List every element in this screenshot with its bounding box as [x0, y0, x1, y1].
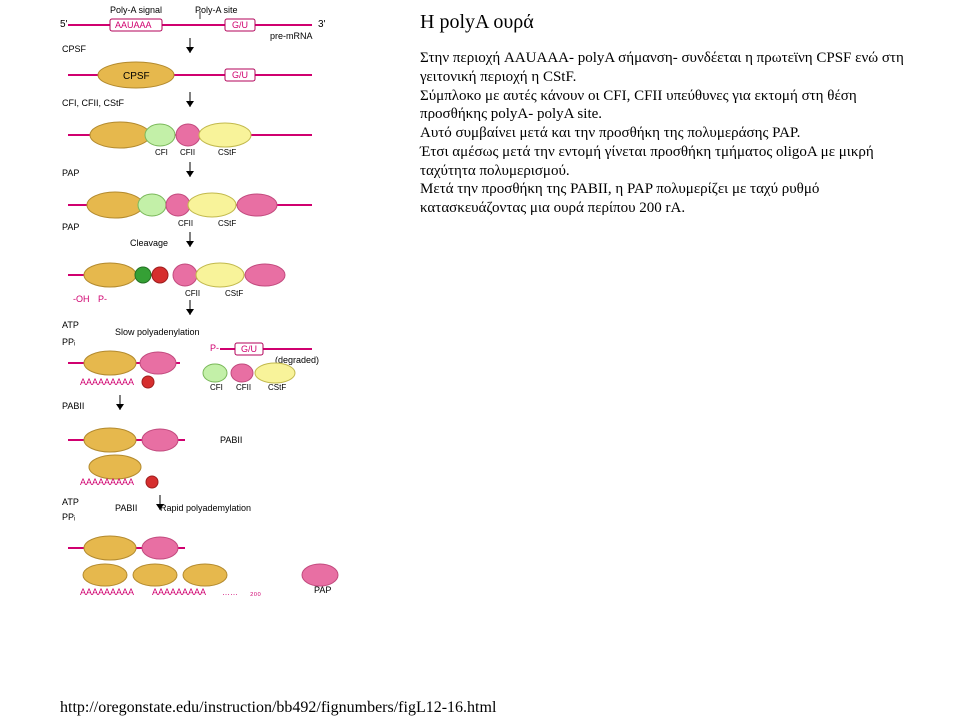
svg-text:AAAAAAAAA: AAAAAAAAA [80, 587, 134, 597]
cfii-oval [176, 124, 200, 146]
svg-text:PAP: PAP [62, 222, 79, 232]
cfi-oval [145, 124, 175, 146]
polyA-site-label: Poly-A site [195, 5, 238, 15]
small-red [152, 267, 168, 283]
pap-label: PAP [62, 168, 79, 178]
paragraph-4: Έτσι αμέσως μετά την εντομή γίνεται προσ… [420, 143, 920, 181]
stage-4: CFII CStF PAP Cleavage [62, 192, 312, 248]
svg-text:CStF: CStF [218, 219, 236, 228]
text-column: Η polyA ουρά Στην περιοχή AAUAAA- polyA … [420, 10, 920, 218]
rapid-label: Rapid polyademylation [160, 503, 251, 513]
svg-text:PAP: PAP [314, 585, 331, 595]
stage-5: CFII CStF -OH P- [68, 263, 285, 315]
svg-text:CStF: CStF [225, 289, 243, 298]
aaa-short: AAAAAAAAA [80, 377, 134, 387]
page-title: Η polyA ουρά [420, 10, 920, 35]
cpsf-text-2: CPSF [123, 71, 150, 82]
footer-url: http://oregonstate.edu/instruction/bb492… [60, 699, 496, 717]
pre-mrna-label: pre-mRNA [270, 31, 313, 41]
stage-1: 5' 3' Poly-A signal Poly-A site AAUAAA G… [60, 5, 326, 54]
svg-text:P-: P- [210, 343, 219, 353]
pap-end [302, 564, 338, 586]
pabii-label: PABII [62, 401, 84, 411]
svg-text:ATP: ATP [62, 497, 79, 507]
cstf-oval [199, 123, 251, 147]
oh-label: -OH [73, 294, 90, 304]
ppi-label: PPᵢ [62, 337, 75, 347]
body-text: Στην περιοχή AAUAAA- polyA σήμανση- συνδ… [420, 49, 920, 218]
stage-8: PAP AAAAAAAAA AAAAAAAAA …… ₂₀₀ [68, 536, 338, 597]
small-green [135, 267, 151, 283]
pap-oval [237, 194, 277, 216]
svg-text:CFII: CFII [185, 289, 200, 298]
svg-text:PABII: PABII [115, 503, 137, 513]
figure-diagram: 5' 3' Poly-A signal Poly-A site AAUAAA G… [60, 5, 400, 680]
svg-text:CStF: CStF [218, 148, 236, 157]
cpsf-label-1: CPSF [62, 44, 87, 54]
svg-text:PABII: PABII [220, 435, 242, 445]
svg-text:CFI: CFI [210, 383, 223, 392]
p-label: P- [98, 294, 107, 304]
stage-6: ATP PPᵢ Slow polyadenylation P- G/U (deg… [62, 320, 319, 411]
svg-text:CFI: CFI [155, 148, 168, 157]
diagram-svg: 5' 3' Poly-A signal Poly-A site AAUAAA G… [60, 5, 400, 675]
paragraph-2: Σύμπλοκο με αυτές κάνουν οι CFI, CFII υπ… [420, 87, 920, 125]
svg-text:AAAAAAAAA: AAAAAAAAA [80, 477, 134, 487]
stage-2: CPSF G/U CFI, CFII, CStF [62, 62, 312, 108]
paragraph-5: Μετά την προσθήκη της PABII, η PAP πολυμ… [420, 180, 920, 218]
stage-3: CFI CFII CStF PAP [62, 122, 312, 178]
svg-text:G/U: G/U [241, 344, 257, 354]
five-prime-label: 5' [60, 19, 68, 30]
atp-label: ATP [62, 320, 79, 330]
svg-text:CFII: CFII [236, 383, 251, 392]
three-prime-label: 3' [318, 19, 326, 30]
cfi-cfii-cstf-label: CFI, CFII, CStF [62, 98, 125, 108]
svg-text:G/U: G/U [232, 70, 248, 80]
aauaaa-text: AAUAAA [115, 20, 152, 30]
svg-text:AAAAAAAAA: AAAAAAAAA [152, 587, 206, 597]
svg-text:……: …… [222, 588, 238, 597]
stage-7: PABII AAAAAAAAA ATP PPᵢ PABII Rapid poly… [62, 428, 251, 522]
two-hundred: ₂₀₀ [250, 587, 261, 597]
polyA-signal-label: Poly-A signal [110, 5, 162, 15]
svg-text:CFII: CFII [178, 219, 193, 228]
paragraph-3: Αυτό συμβαίνει μετά και την προσθήκη της… [420, 124, 920, 143]
cleavage-label: Cleavage [130, 238, 168, 248]
svg-text:CStF: CStF [268, 383, 286, 392]
svg-text:PPᵢ: PPᵢ [62, 512, 75, 522]
paragraph-1: Στην περιοχή AAUAAA- polyA σήμανση- συνδ… [420, 49, 920, 87]
svg-text:CFII: CFII [180, 148, 195, 157]
gu-text: G/U [232, 20, 248, 30]
slow-label: Slow polyadenylation [115, 327, 200, 337]
